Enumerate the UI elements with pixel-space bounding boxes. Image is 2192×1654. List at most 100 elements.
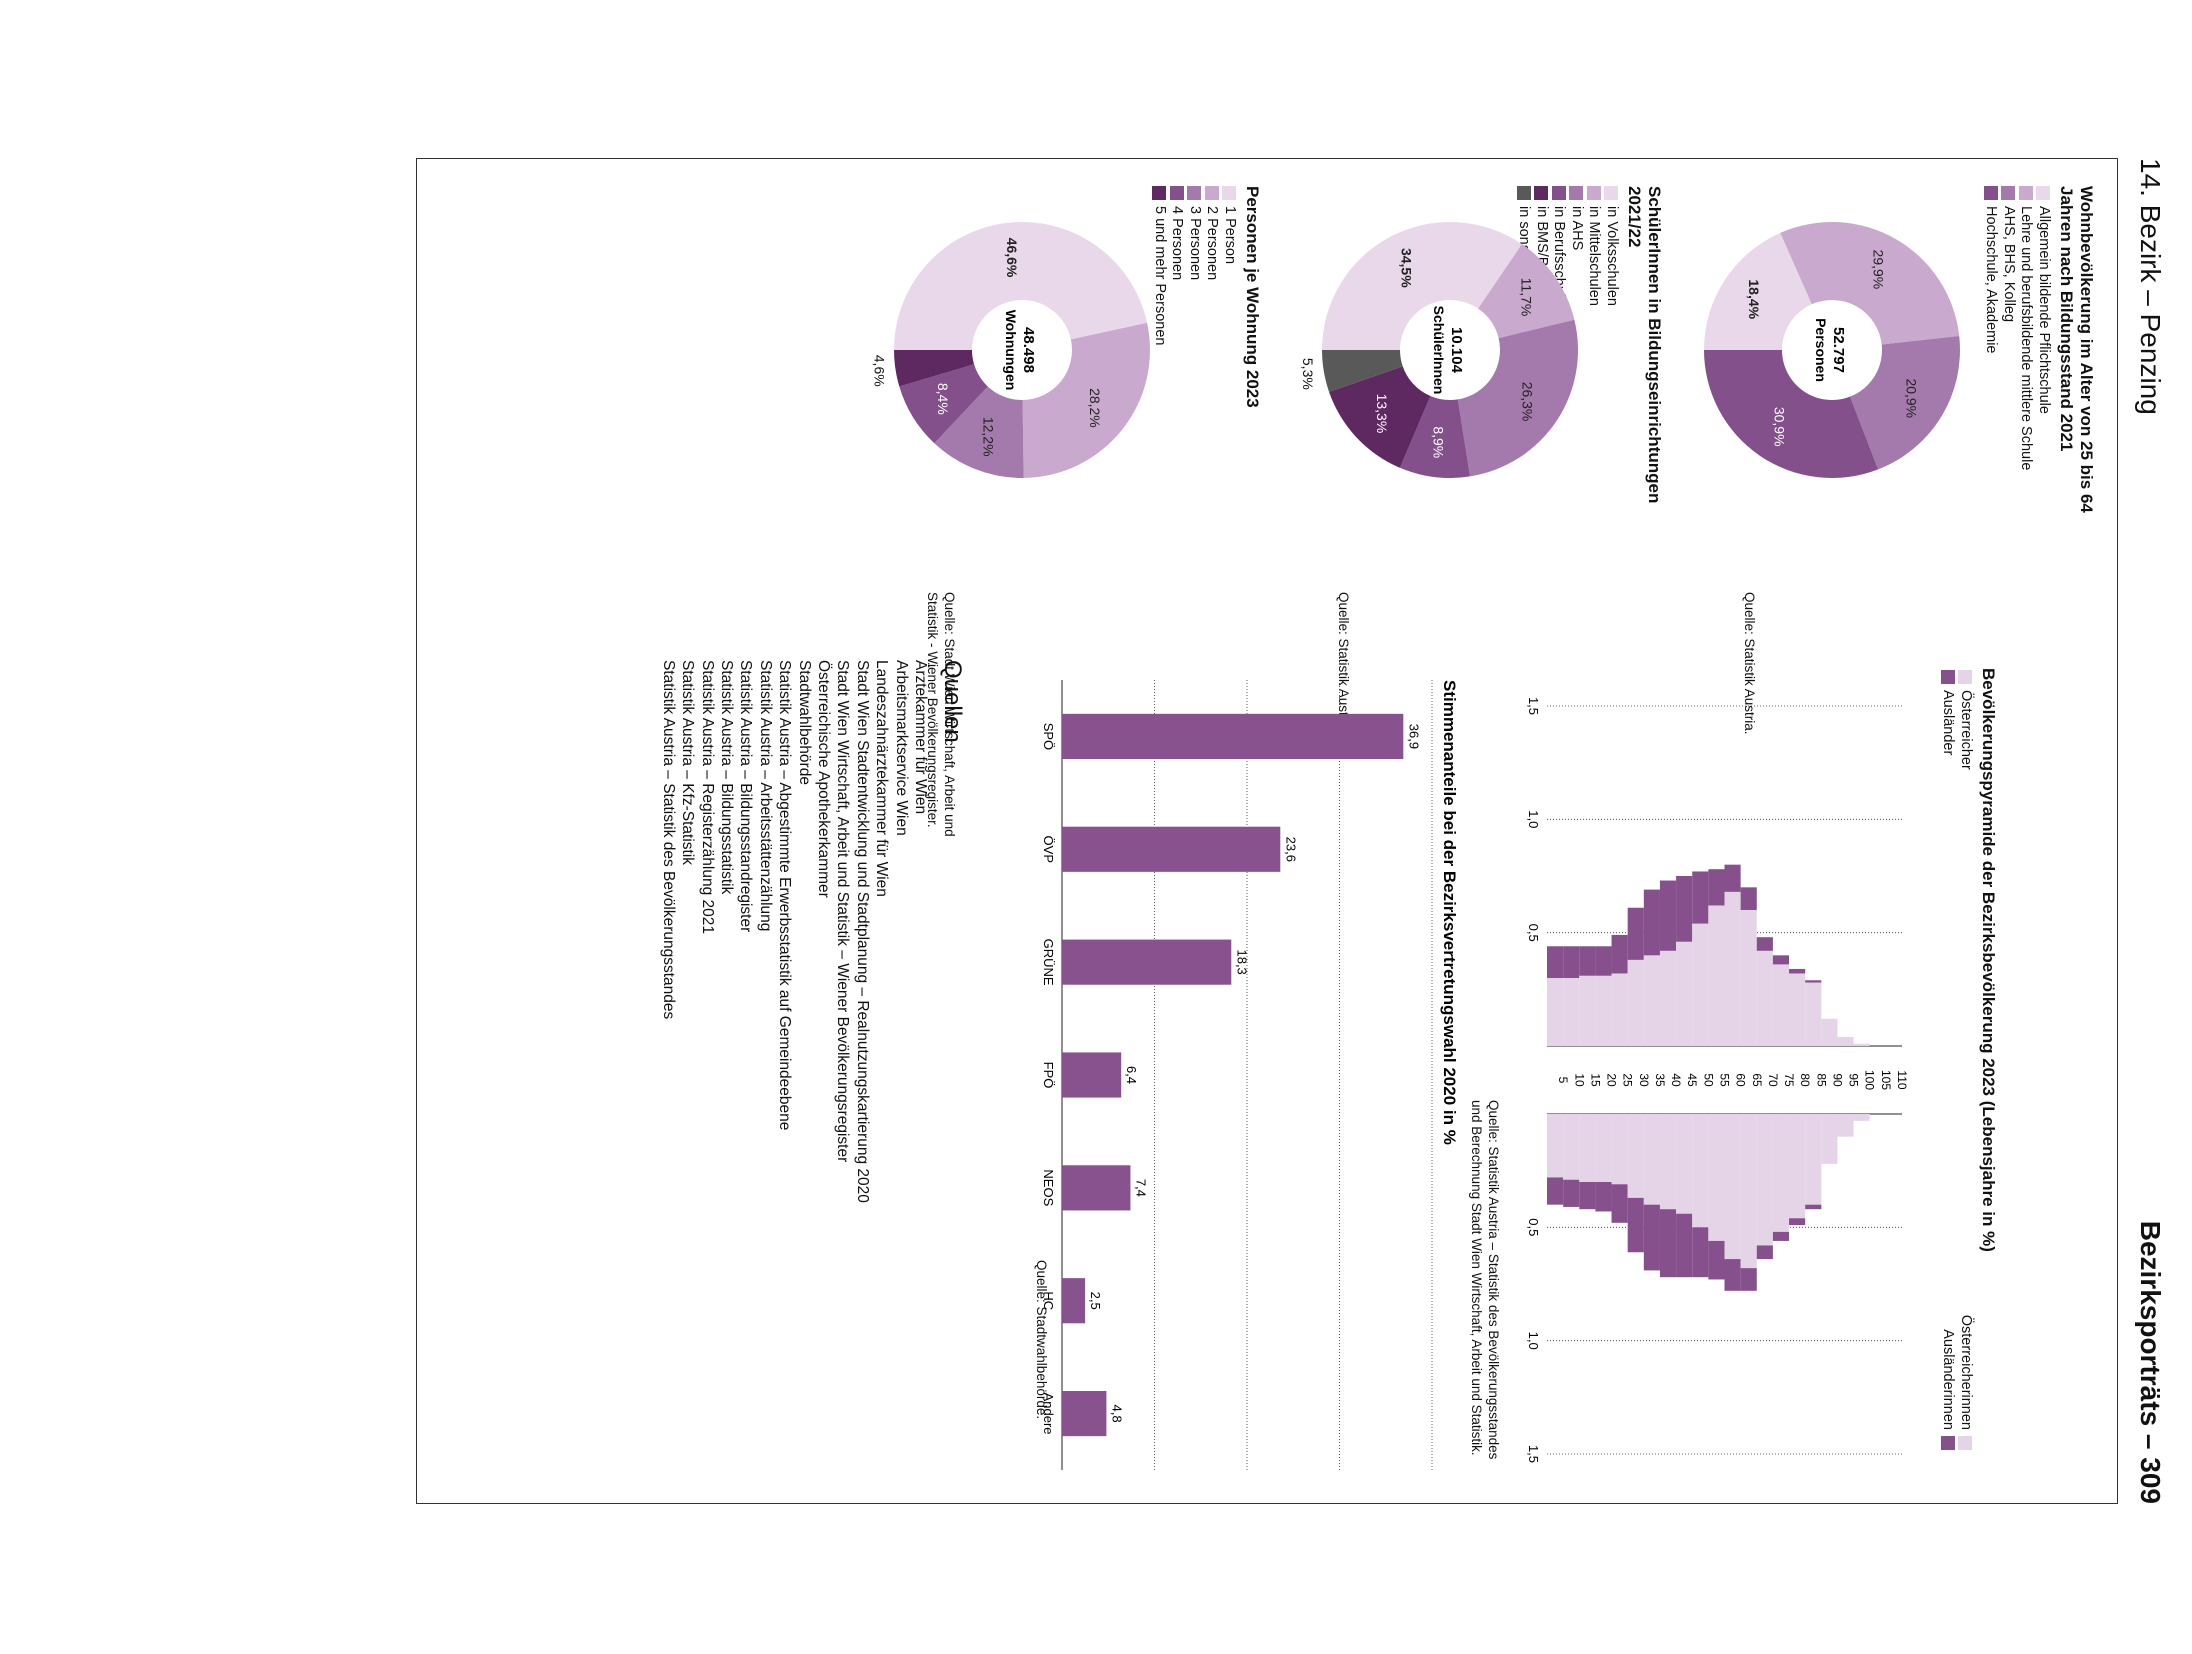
pyramid-male-native-bar bbox=[1595, 975, 1612, 1047]
legend-swatch-auslaender bbox=[1940, 670, 1955, 684]
pyramid-female-native-bar bbox=[1595, 1114, 1612, 1182]
pyramid-female-native-bar bbox=[1676, 1114, 1693, 1214]
legend-swatch-oesterreicher bbox=[1958, 670, 1973, 684]
pyramid-male-foreign-bar bbox=[1579, 946, 1596, 976]
quellen-item: Arbeitsmarktservice Wien bbox=[892, 660, 910, 836]
pyramid-female-foreign-bar bbox=[1659, 1209, 1677, 1278]
pyramid-age-label: 45 bbox=[1685, 1073, 1699, 1087]
bar bbox=[1062, 1165, 1131, 1211]
pyramid-male-native-bar bbox=[1676, 941, 1693, 1047]
donut2-slice bbox=[1457, 319, 1578, 477]
donut3-center-value: 48.498 bbox=[1020, 327, 1037, 373]
donut3-slice-label: 4,6% bbox=[872, 355, 888, 387]
pyramid-male-foreign-bar bbox=[1627, 907, 1644, 960]
pyramid-male-native-bar bbox=[1546, 978, 1564, 1046]
quellen-item: Statistik Austria – Bildungsstandregiste… bbox=[737, 660, 755, 933]
pyramid-tick-label: 1,0 bbox=[1526, 1332, 1541, 1350]
pyramid-male-native-bar bbox=[1643, 955, 1660, 1047]
donut3-legend-swatch bbox=[1204, 186, 1219, 200]
pyramid-female-foreign-bar bbox=[1643, 1204, 1660, 1271]
pyramid-female-native-bar bbox=[1789, 1114, 1806, 1219]
pyramid-male-foreign-bar bbox=[1643, 889, 1660, 956]
pyramid-male-native-bar bbox=[1692, 923, 1709, 1047]
pyramid-female-foreign-bar bbox=[1611, 1184, 1628, 1223]
donut2-slice-label: 13,3% bbox=[1374, 394, 1390, 434]
pyramid-age-label: 10 bbox=[1572, 1073, 1586, 1087]
pyramid-female-foreign-bar bbox=[1789, 1218, 1806, 1226]
bar-value-label: 4,8 bbox=[1109, 1405, 1124, 1423]
pyramid-female-native-bar bbox=[1563, 1114, 1580, 1180]
pyramid-female-native-bar bbox=[1756, 1114, 1773, 1246]
bar-value-label: 7,4 bbox=[1133, 1179, 1148, 1197]
bar-category-label: HC bbox=[1041, 1291, 1056, 1310]
legend-swatch-oesterreicherinnen bbox=[1958, 1436, 1973, 1450]
pyramid-chart: 0,50,51,01,01,51,55 10 15 20 25 30 35 40 45 50 55 6… bbox=[1526, 697, 1909, 1463]
bar bbox=[1061, 1391, 1107, 1437]
pyramid-age-label: 40 bbox=[1669, 1073, 1683, 1087]
pyramid-age-label: 80 bbox=[1798, 1073, 1812, 1087]
donut3-legend-swatch bbox=[1222, 186, 1237, 200]
quellen-item: Stadtwahlbehörde bbox=[795, 660, 813, 785]
bar bbox=[1062, 826, 1281, 872]
pyramid-female-native-bar bbox=[1627, 1114, 1644, 1198]
pyramid-female-foreign-bar bbox=[1708, 1240, 1725, 1280]
donut3-slice-label: 12,2% bbox=[980, 417, 996, 457]
pyramid-female-native-bar bbox=[1692, 1114, 1709, 1228]
pyramid-female-foreign-bar bbox=[1595, 1182, 1612, 1212]
pyramid-female-native-bar bbox=[1546, 1114, 1564, 1178]
donut3-legend-label: 1 Person bbox=[1222, 206, 1238, 265]
pyramid-source: Quelle: Statistik Austria – Statistik de… bbox=[1469, 1100, 1501, 1460]
donut3-center-label: Wohnungen bbox=[1003, 310, 1019, 391]
pyramid-female-native-bar bbox=[1659, 1114, 1677, 1210]
donut1-legend-item: Lehre und berufsbildende mittlere Schule bbox=[2017, 186, 2035, 526]
donut3-slice bbox=[899, 364, 988, 444]
bar bbox=[1061, 713, 1404, 759]
bar-value-label: 18,3 bbox=[1234, 949, 1249, 974]
donut1-slice-label: 20,9% bbox=[1903, 378, 1919, 418]
donut2-chart: 34,5% 11,7% 26,3% 8,9% 13,3% 5,3% 10.104Schüle… bbox=[1300, 222, 1578, 478]
donut3-title: Personen je Wohnung 2023 bbox=[1243, 186, 1262, 408]
donut1-slice bbox=[1704, 232, 1812, 350]
donut3-slice bbox=[1022, 322, 1150, 478]
donut2-center-value: 10.104 bbox=[1448, 327, 1465, 374]
donut1-slice bbox=[1850, 335, 1960, 470]
pyramid-female-foreign-bar bbox=[1676, 1213, 1693, 1278]
quellen-item: Statistik Austria – Kfz-Statistik bbox=[679, 660, 697, 866]
pyramid-male-foreign-bar bbox=[1546, 946, 1564, 978]
pyramid-female-foreign-bar bbox=[1805, 1204, 1822, 1210]
pyramid-age-label: 65 bbox=[1750, 1073, 1764, 1087]
pyramid-female-foreign-bar bbox=[1546, 1177, 1564, 1205]
pyramid-age-label: 20 bbox=[1605, 1073, 1619, 1087]
pyramid-age-label: 90 bbox=[1830, 1073, 1844, 1087]
donut2-slice-label: 11,7% bbox=[1518, 278, 1534, 317]
donut3-legend-item: 1 Person bbox=[1221, 186, 1238, 526]
pyramid-age-label: 5 bbox=[1556, 1077, 1570, 1084]
pyramid-male-foreign-bar bbox=[1789, 968, 1806, 974]
pyramid-male-foreign-bar bbox=[1692, 871, 1709, 924]
bar-chart-title: Stimmenanteile bei der Bezirksvertretung… bbox=[1440, 680, 1459, 1145]
bar-category-label: ÖVP bbox=[1041, 836, 1056, 863]
pyramid-female-native-bar bbox=[1579, 1114, 1596, 1182]
quellen-item: Stadt Wien Wirtschaft, Arbeit und Statis… bbox=[834, 660, 852, 1163]
donut1-legend-item: Allgemein bildende Pflichtschule bbox=[2035, 186, 2052, 526]
pyramid-age-label: 75 bbox=[1782, 1073, 1796, 1087]
donut2-title: SchülerInnen in Bildungseinrichtungen 20… bbox=[1625, 186, 1664, 504]
donut1-slice-label: 29,9% bbox=[1870, 250, 1886, 290]
donut1-slice bbox=[1780, 222, 1960, 345]
pyramid-female-native-bar bbox=[1853, 1114, 1870, 1121]
pyramid-female-native-bar bbox=[1740, 1114, 1757, 1269]
donut2-slice bbox=[1329, 366, 1431, 468]
donut3-slice-label: 46,6% bbox=[1004, 238, 1020, 278]
pyramid-tick-label: 0,5 bbox=[1526, 1218, 1541, 1236]
bar-category-label: SPÖ bbox=[1041, 723, 1056, 750]
pyramid-male-foreign-bar bbox=[1595, 946, 1612, 976]
pyramid-male-foreign-bar bbox=[1740, 887, 1757, 910]
donut1-legend-swatch bbox=[2036, 186, 2051, 200]
pyramid-age-label: 15 bbox=[1588, 1073, 1602, 1087]
pyramid-male-native-bar bbox=[1708, 905, 1725, 1046]
pyramid-male-native-bar bbox=[1772, 964, 1790, 1046]
donut1-legend-item: AHS, BHS, Kolleg bbox=[2000, 186, 2017, 526]
donut1-title: Wohnbevölkerung im Alter von 25 bis 64 J… bbox=[2057, 186, 2096, 513]
pyramid-female-native-bar bbox=[1724, 1114, 1741, 1260]
bar-category-label: Andere bbox=[1041, 1393, 1056, 1435]
